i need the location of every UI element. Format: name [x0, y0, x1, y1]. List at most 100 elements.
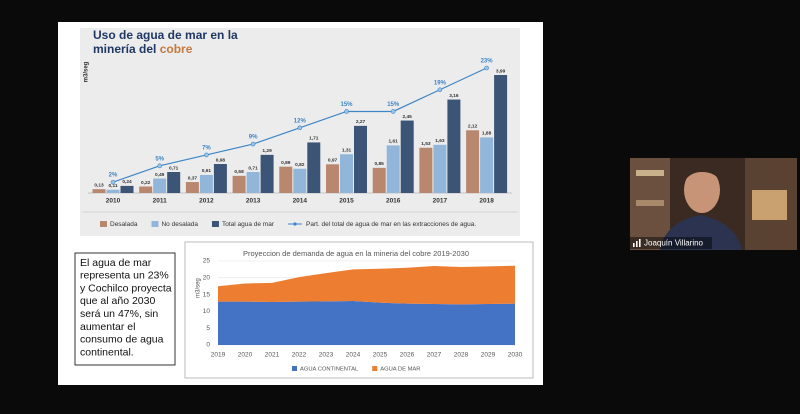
- bar: [433, 144, 447, 193]
- bar-label: 0,22: [141, 180, 151, 186]
- bar: [279, 166, 293, 193]
- note-line: aumentar el: [80, 321, 135, 333]
- bar: [494, 75, 508, 193]
- bar: [153, 178, 167, 193]
- x-tick-label: 2030: [508, 352, 523, 359]
- bar-label: 0,37: [188, 175, 198, 181]
- bar-label: 0,61: [202, 168, 212, 174]
- line-point: [157, 163, 162, 169]
- x-tick-label: 2022: [292, 352, 307, 359]
- books: [636, 200, 664, 206]
- legend-swatch: [292, 366, 297, 371]
- participant-name: Joaquín Villarino: [644, 239, 704, 248]
- bar-label: 1,71: [309, 136, 319, 142]
- line-point: [204, 152, 209, 158]
- x-tick-label: 2029: [481, 352, 496, 359]
- bar: [185, 182, 199, 193]
- note-line: y Cochilco proyecta: [80, 282, 172, 294]
- person-head: [684, 167, 720, 213]
- y-tick-label: 25: [203, 258, 211, 265]
- line-point: [297, 125, 303, 131]
- bar: [106, 189, 120, 193]
- x-tick-label: 2010: [106, 198, 121, 205]
- y-tick-label: 20: [203, 275, 211, 282]
- legend-swatch: [100, 221, 107, 227]
- bar: [466, 130, 480, 193]
- x-tick-label: 2012: [199, 198, 214, 205]
- bar: [120, 185, 134, 193]
- bar: [386, 145, 400, 193]
- slide-title-highlight: cobre: [160, 42, 193, 56]
- x-tick-label: 2026: [400, 352, 415, 359]
- note-line: que al año 2030: [80, 295, 155, 307]
- bar: [354, 125, 367, 193]
- bar-label: 2,45: [403, 114, 413, 120]
- bar: [213, 164, 227, 193]
- area-chart-title: Proyeccion de demanda de agua en la mine…: [243, 249, 469, 258]
- point-label: 9%: [249, 135, 258, 141]
- bar-label: 0,49: [155, 172, 165, 178]
- bar-label: 2,27: [356, 119, 366, 125]
- bar-label: 3,16: [449, 93, 459, 99]
- line-point: [344, 109, 349, 114]
- y-tick-label: 15: [203, 291, 211, 298]
- note-line: representa un 23%: [80, 270, 169, 282]
- bar-label: 1,31: [342, 148, 352, 154]
- slide-title-part: minería del: [93, 42, 156, 56]
- note-box: [74, 252, 176, 366]
- line-point: [390, 109, 396, 114]
- x-tick-label: 2019: [211, 352, 226, 359]
- bar-label: 0,71: [248, 165, 258, 171]
- bar: [340, 154, 353, 193]
- bar-label: 0,98: [216, 157, 226, 163]
- legend-label: No desalada: [161, 221, 198, 228]
- bar: [307, 142, 321, 193]
- bar-chart-panel: [80, 28, 520, 236]
- legend-label: Total agua de mar: [222, 221, 275, 228]
- x-tick-label: 2023: [319, 352, 334, 359]
- bar: [92, 189, 106, 193]
- legend-swatch: [372, 366, 378, 371]
- x-tick-label: 2020: [238, 352, 253, 359]
- x-tick-label: 2018: [479, 198, 494, 205]
- bar: [419, 147, 433, 193]
- x-tick-label: 2028: [454, 352, 469, 359]
- x-tick-label: 2024: [346, 352, 361, 359]
- line-point: [437, 87, 443, 93]
- bar-label: 1,88: [482, 131, 492, 137]
- bar-label: 1,61: [389, 139, 399, 145]
- bar: [246, 172, 260, 193]
- bar-label: 0,97: [328, 158, 338, 164]
- person-hair: [684, 165, 721, 183]
- point-label: 5%: [155, 156, 164, 162]
- bar: [400, 120, 414, 193]
- y-tick-label: 5: [206, 325, 210, 332]
- books: [636, 170, 664, 176]
- bar-label: 0,85: [375, 161, 385, 167]
- note-line: será un 47%, sin: [80, 308, 158, 320]
- bar: [372, 167, 386, 193]
- bar-label: 0,11: [108, 183, 117, 189]
- point-label: 15%: [340, 102, 353, 108]
- y-tick-label: 0: [206, 342, 210, 349]
- bar-label: 1,63: [435, 138, 445, 144]
- line-point: [250, 141, 256, 147]
- y-axis-label: m3/seg: [196, 278, 202, 298]
- y-tick-label: 10: [203, 308, 211, 315]
- signal-icon: [633, 243, 635, 247]
- signal-icon: [636, 241, 638, 247]
- x-tick-label: 2025: [373, 352, 388, 359]
- y-axis-label: m3/seg: [84, 61, 90, 82]
- point-label: 23%: [481, 59, 494, 65]
- legend-swatch: [211, 221, 219, 227]
- legend-label: AGUA DE MAR: [380, 367, 420, 373]
- name-label-bg: [630, 237, 712, 249]
- bar-label: 1,29: [262, 148, 272, 154]
- legend-label: Part. del total de agua de mar en las ex…: [306, 221, 476, 228]
- point-label: 2%: [109, 173, 118, 179]
- point-label: 12%: [294, 118, 307, 124]
- x-tick-label: 2013: [246, 198, 261, 205]
- area: [218, 300, 515, 345]
